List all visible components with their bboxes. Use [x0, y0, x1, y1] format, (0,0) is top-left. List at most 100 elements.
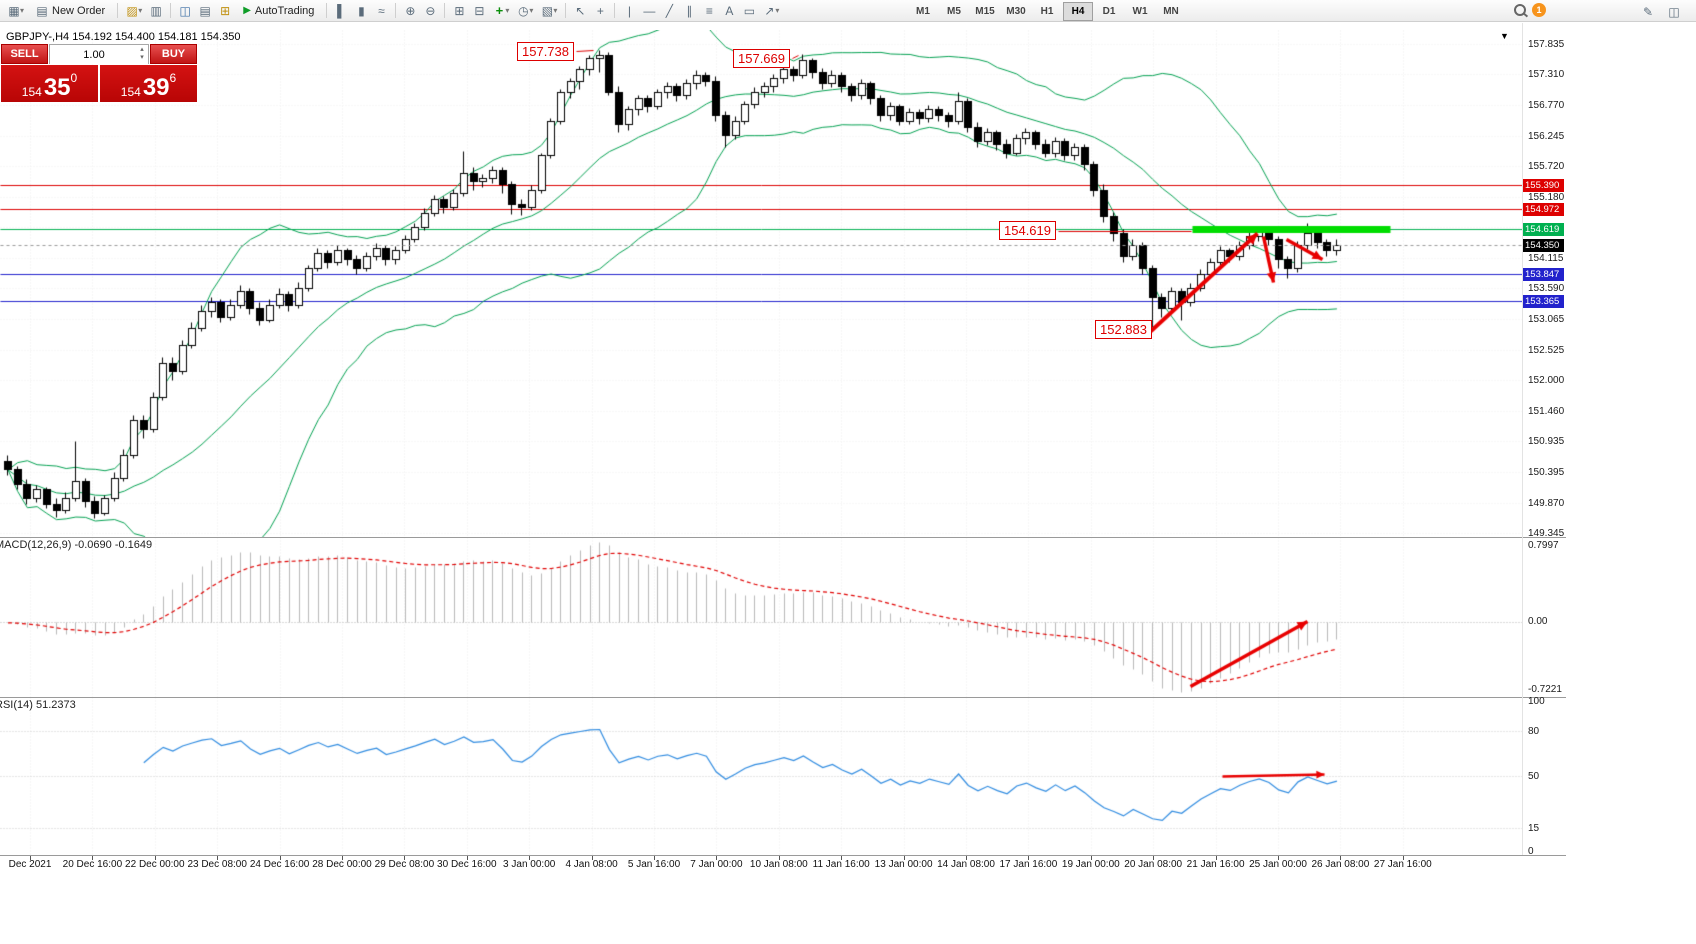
rsi-panel-canvas[interactable]: [0, 697, 1522, 855]
toolbar-separator: [117, 3, 119, 18]
sell-price-prefix: 154: [21, 85, 42, 99]
time-axis-tick: [841, 856, 843, 860]
fibonacci-tool-icon[interactable]: ≡: [705, 3, 713, 18]
buy-price-prefix: 154: [120, 85, 141, 99]
panel-divider[interactable]: [0, 537, 1566, 538]
price-label-154.619[interactable]: 154.619: [999, 221, 1056, 240]
price-axis-tick: 152.000: [1528, 375, 1565, 387]
pencil-icon[interactable]: ✎: [1642, 5, 1654, 19]
price-axis-tick: 154.115: [1528, 253, 1564, 265]
label-tool-icon[interactable]: ▭: [743, 3, 756, 18]
notification-badge[interactable]: 1: [1532, 3, 1546, 17]
chart-shift-marker[interactable]: ▼: [1500, 31, 1509, 41]
time-axis-label: 20 Jan 08:00: [1124, 859, 1183, 870]
timeframe-d1[interactable]: D1: [1102, 6, 1116, 17]
macd-axis-label: 0.7997: [1528, 540, 1559, 551]
new-chart-icon[interactable]: ▦: [8, 3, 20, 18]
volume-increase-button[interactable]: ▴: [140, 46, 144, 53]
buy-price-display[interactable]: 154 39 6: [100, 65, 197, 102]
templates-dropdown-icon[interactable]: ▾: [553, 6, 558, 15]
time-axis-tick: [778, 856, 780, 860]
profiles-icon[interactable]: ▨: [126, 3, 138, 18]
tile-windows-icon[interactable]: ⊞: [454, 3, 465, 18]
sell-price-big: 35: [43, 74, 71, 101]
price-badge-153.847: 153.847: [1523, 267, 1564, 281]
arrows-dropdown-icon[interactable]: ▾: [775, 6, 780, 15]
profiles-dropdown-icon[interactable]: ▾: [138, 6, 143, 15]
time-axis-label: 25 Jan 00:00: [1249, 859, 1307, 870]
text-tool-icon[interactable]: A: [725, 3, 734, 18]
autotrading-button[interactable]: ▶ AutoTrading: [235, 2, 322, 20]
templates-icon[interactable]: ▧: [541, 3, 554, 18]
channel-tool-icon[interactable]: ∥: [686, 3, 693, 18]
time-axis-tick: [654, 856, 655, 860]
candlestick-chart-icon[interactable]: ▮: [358, 3, 365, 18]
price-axis-tick: 150.395: [1528, 467, 1565, 479]
time-axis-tick: [1402, 856, 1404, 860]
new-order-button[interactable]: ▤ New Order: [28, 2, 113, 20]
autotrading-label: AutoTrading: [254, 4, 315, 17]
vertical-line-tool-icon[interactable]: |: [627, 3, 631, 18]
new-chart-dropdown-icon[interactable]: ▾: [20, 6, 25, 15]
buy-price-sup: 6: [169, 71, 177, 85]
bar-chart-icon[interactable]: ▌: [337, 3, 346, 18]
macd-axis-label: 0.00: [1528, 616, 1548, 628]
buy-button[interactable]: BUY: [150, 44, 197, 64]
buy-price-big: 39: [142, 74, 170, 101]
time-axis-label: 17 Jan 16:00: [999, 859, 1058, 870]
main-chart-canvas[interactable]: [0, 30, 1522, 537]
timeframe-w1[interactable]: W1: [1132, 6, 1148, 17]
crosshair-icon[interactable]: +: [596, 3, 604, 18]
arrows-tool-icon[interactable]: ↗: [764, 3, 775, 18]
zoom-in-icon[interactable]: ⊕: [405, 3, 416, 18]
timeframe-m15[interactable]: M15: [975, 6, 995, 17]
periods-icon[interactable]: ◷: [518, 3, 529, 18]
time-axis-label: 10 Jan 08:00: [749, 859, 808, 870]
price-axis-tick: 151.460: [1528, 406, 1565, 418]
macd-axis-label: -0.7221: [1528, 684, 1562, 695]
timeframe-m1[interactable]: M1: [916, 6, 930, 17]
indicators-dropdown-icon[interactable]: ▾: [505, 6, 510, 15]
time-axis-tick: [217, 856, 219, 860]
market-watch-icon[interactable]: ◫: [179, 3, 191, 18]
timeframe-mn[interactable]: MN: [1163, 6, 1179, 17]
volume-input[interactable]: [50, 46, 148, 64]
navigator-icon[interactable]: ⊞: [220, 3, 231, 18]
new-order-label: New Order: [52, 4, 106, 17]
cascade-windows-icon[interactable]: ⊟: [474, 3, 485, 18]
price-badge-153.365: 153.365: [1523, 295, 1564, 309]
timeframe-h1[interactable]: H1: [1040, 6, 1054, 17]
time-axis-label: 11 Jan 16:00: [812, 859, 870, 870]
sell-button[interactable]: SELL: [1, 44, 48, 64]
line-chart-icon[interactable]: ≈: [378, 3, 385, 18]
charts-icon[interactable]: ▥: [150, 3, 162, 18]
price-label-152.883[interactable]: 152.883: [1095, 320, 1152, 339]
timeframe-m5[interactable]: M5: [947, 6, 961, 17]
price-badge-155.390: 155.390: [1523, 178, 1564, 192]
zoom-out-icon[interactable]: ⊖: [425, 3, 436, 18]
macd-panel-canvas[interactable]: [0, 537, 1522, 697]
horizontal-line-tool-icon[interactable]: ―: [643, 3, 656, 18]
periods-dropdown-icon[interactable]: ▾: [529, 6, 534, 15]
price-label-157.669[interactable]: 157.669: [733, 49, 790, 68]
time-axis-tick: [404, 856, 406, 860]
cursor-icon[interactable]: ↖: [575, 3, 586, 18]
indicators-icon[interactable]: +: [495, 3, 504, 18]
panel-toggle-icon[interactable]: ◫: [1668, 5, 1680, 19]
volume-decrease-button[interactable]: ▾: [140, 54, 144, 61]
rsi-axis-label: 0: [1528, 845, 1534, 857]
time-axis-tick: [1090, 856, 1092, 860]
data-window-icon[interactable]: ▤: [199, 3, 211, 18]
time-axis-tick: [154, 856, 156, 860]
price-axis-tick: 156.770: [1528, 100, 1565, 112]
rsi-axis-label: 15: [1528, 823, 1540, 835]
timeframe-m30[interactable]: M30: [1006, 6, 1026, 17]
time-axis-tick: [466, 856, 468, 860]
timeframe-h4[interactable]: H4: [1063, 2, 1093, 21]
price-label-157.738[interactable]: 157.738: [517, 42, 574, 61]
panel-divider[interactable]: [0, 697, 1566, 698]
time-axis-tick: [716, 856, 718, 860]
search-icon[interactable]: [1514, 4, 1526, 16]
sell-price-display[interactable]: 154 35 0: [1, 65, 98, 102]
trendline-tool-icon[interactable]: ╱: [665, 3, 674, 18]
